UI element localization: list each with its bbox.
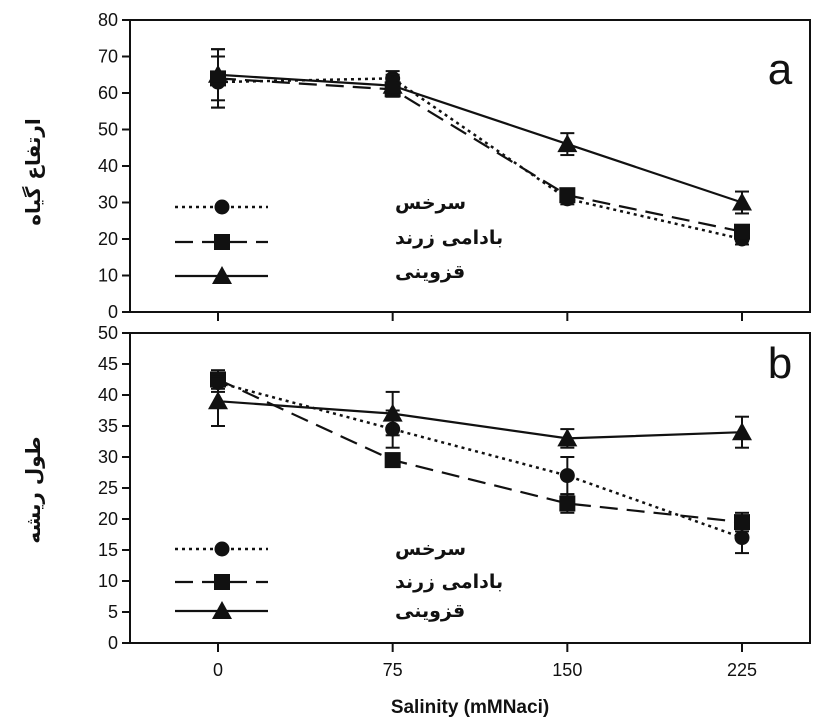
panel-a-y-tick-label: 70 [98, 47, 118, 67]
panel-a-y-tick-label: 40 [98, 156, 118, 176]
panel-a-y-tick-label: 0 [108, 302, 118, 322]
panel-a-point-s2-3 [732, 192, 752, 211]
panel-a-legend-marker-0 [214, 199, 230, 215]
panel-b-point-s0-2 [559, 468, 575, 484]
panel-b-y-tick-label: 5 [108, 602, 118, 622]
panel-b-y-tick-label: 45 [98, 354, 118, 374]
panel-b: طول ریشه b 0 5 10 15 20 25 30 35 40 45 50 0 75 150 225… [21, 323, 811, 680]
panel-a-y-tick-label: 30 [98, 193, 118, 213]
panel-b-y-axis-title: طول ریشه [21, 436, 45, 543]
panel-a-legend: سرخس بادامی زرند قزوینی [395, 192, 503, 283]
panel-a-y-axis-title: ارتفاع گیاه [21, 118, 45, 226]
panel-a-y-tick-label: 60 [98, 83, 118, 103]
panel-b-legend: سرخس بادامی زرند قزوینی [395, 538, 503, 622]
panel-a-series-line-2 [217, 73, 743, 204]
panel-a-plot-frame [129, 19, 811, 313]
panel-b-point-s2-3 [732, 422, 752, 441]
panel-b-legend-label-0: سرخس [395, 538, 466, 560]
panel-b-y-tick-label: 35 [98, 416, 118, 436]
panel-b-plot-frame [129, 332, 811, 644]
panel-b-point-s2-0 [208, 391, 228, 410]
panel-b-y-tick-label: 50 [98, 323, 118, 343]
panel-b-letter: b [768, 339, 792, 388]
panel-b-point-s2-1 [382, 403, 403, 422]
panel-b-y-tick-label: 30 [98, 447, 118, 467]
panel-b-y-tick-label: 10 [98, 571, 118, 591]
panel-b-y-tick-label: 40 [98, 385, 118, 405]
panel-b-y-tick-label: 25 [98, 478, 118, 498]
panel-a-legend-label-1: بادامی زرند [395, 227, 503, 249]
panel-a-y-tick-label: 10 [98, 266, 118, 286]
panel-a-series-line-1 [217, 77, 743, 233]
panel-a-legend-label-2: قزوینی [395, 261, 465, 283]
panel-b-legend-label-1: بادامی زرند [395, 571, 503, 593]
panel-b-y-tick-label: 20 [98, 509, 118, 529]
x-tick-label-1: 75 [383, 660, 403, 680]
panel-a-y-tick-label: 80 [98, 10, 118, 30]
x-tick-label-0: 0 [213, 660, 223, 680]
panel-a-legend-label-0: سرخس [395, 192, 466, 214]
x-tick-label-3: 225 [727, 660, 757, 680]
panel-b-series-line-1 [217, 378, 743, 524]
panel-b-point-s1-3 [734, 514, 750, 531]
panel-b-point-s1-1 [384, 452, 401, 469]
x-tick-label-2: 150 [552, 660, 582, 680]
panel-b-series-line-2 [217, 400, 743, 440]
x-axis-title: Salinity (mMNaci) [391, 697, 549, 718]
panel-a-point-s2-2 [557, 134, 578, 153]
panel-b-legend-marker-1 [214, 574, 230, 590]
panel-b-legend-marker-2 [212, 601, 232, 619]
panel-a-y-tick-label: 20 [98, 229, 118, 249]
panel-b-point-s2-2 [557, 428, 578, 447]
panel-a-point-s2-0 [208, 64, 228, 83]
panel-a-y-tick-label: 50 [98, 120, 118, 140]
panel-a-point-s2-1 [382, 75, 403, 94]
panel-a-legend-marker-2 [212, 266, 232, 284]
panel-a-legend-marker-1 [214, 234, 230, 250]
panel-b-point-s0-3 [734, 530, 750, 546]
panel-b-point-s1-2 [559, 495, 576, 512]
panel-b-y-tick-label: 15 [98, 540, 118, 560]
panel-b-legend-marker-0 [214, 541, 230, 557]
panel-a-point-s1-3 [734, 223, 750, 240]
panel-a: ارتفاع گیاه a 0 10 20 30 40 50 60 70 80 سرخس باد… [21, 10, 811, 322]
panel-a-letter: a [768, 45, 793, 94]
panel-b-legend-label-2: قزوینی [395, 600, 465, 622]
panel-a-point-s1-2 [559, 187, 576, 204]
panel-a-series-line-0 [217, 77, 743, 241]
panel-b-y-tick-label: 0 [108, 633, 118, 653]
